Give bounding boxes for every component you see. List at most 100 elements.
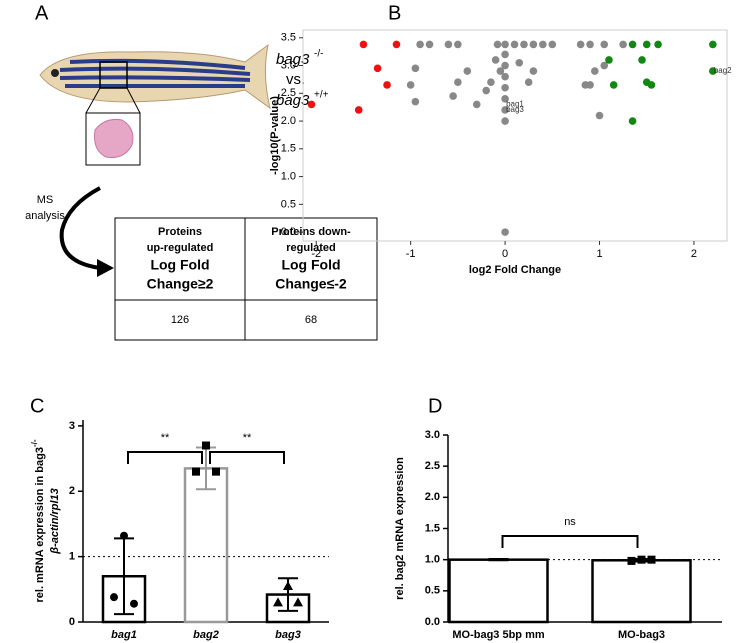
y-axis-label: -log10(P-value) xyxy=(269,96,281,175)
table-cell: 126 xyxy=(171,314,189,326)
point xyxy=(586,81,594,89)
genotype: bag3 xyxy=(276,92,310,109)
table-cell: 68 xyxy=(305,314,317,326)
point xyxy=(510,40,519,49)
y-tick-label: 2.5 xyxy=(425,460,440,472)
data-point xyxy=(110,593,118,602)
y-tick-label: 0.5 xyxy=(281,198,296,210)
point xyxy=(638,56,646,64)
point xyxy=(392,40,401,49)
panel-label: D xyxy=(428,395,442,417)
point xyxy=(425,40,434,49)
data-point xyxy=(283,581,293,591)
y-tick-label: 1.0 xyxy=(425,554,440,566)
point xyxy=(590,67,599,75)
bar xyxy=(591,559,692,624)
point xyxy=(307,100,316,109)
data-point xyxy=(130,599,138,608)
bar xyxy=(448,558,549,624)
y-tick-label: 3 xyxy=(69,420,75,432)
significance-bracket xyxy=(501,535,639,548)
point xyxy=(605,56,613,64)
y-tick-label: 0.0 xyxy=(425,616,440,628)
point xyxy=(501,83,509,92)
y-tick-label: 0 xyxy=(69,616,75,628)
y-axis-label: rel. mRNA expression in bag3-/- xyxy=(30,439,46,602)
y-axis-label-sup: -/- xyxy=(30,439,39,447)
point xyxy=(600,61,609,70)
y-tick-label: 2.0 xyxy=(425,491,440,503)
point xyxy=(501,40,509,49)
data-point xyxy=(202,441,210,450)
significance-bracket xyxy=(127,451,203,464)
data-point xyxy=(293,597,303,607)
point xyxy=(642,40,651,49)
y-tick-label: 1.0 xyxy=(281,170,296,182)
ms-label: MS xyxy=(37,194,54,206)
point xyxy=(373,64,382,73)
genotype-sup: -/- xyxy=(314,49,323,60)
point xyxy=(406,81,415,89)
point xyxy=(619,40,627,49)
y-tick-label: 0.5 xyxy=(425,585,440,597)
y-tick-label: 0.0 xyxy=(281,226,296,238)
data-point xyxy=(627,556,636,565)
y-tick-label: 2.0 xyxy=(281,115,296,127)
error-bar xyxy=(488,558,509,562)
point xyxy=(444,40,453,49)
data-point xyxy=(647,555,656,564)
point xyxy=(628,40,637,49)
point xyxy=(383,81,391,89)
point xyxy=(482,86,490,95)
fish xyxy=(39,43,271,277)
annotation: bag1 xyxy=(506,100,524,109)
ms-label: analysis xyxy=(25,210,65,222)
table-header: Log Fold xyxy=(150,257,209,273)
significance-bracket xyxy=(209,451,285,464)
panel-label: A xyxy=(35,2,49,24)
x-tick-label: bag2 xyxy=(193,629,219,641)
point xyxy=(354,106,363,114)
x-tick-label: -1 xyxy=(406,248,416,260)
y-tick-label: 3.0 xyxy=(281,59,296,71)
point xyxy=(501,117,509,125)
annotation: bag3 xyxy=(506,105,524,114)
point xyxy=(709,67,717,75)
point xyxy=(600,40,609,49)
point xyxy=(586,40,594,49)
data-point xyxy=(192,467,200,476)
point xyxy=(501,61,509,70)
y-tick-label: 1 xyxy=(69,551,75,563)
point xyxy=(595,111,604,120)
x-axis-label: log2 Fold Change xyxy=(469,264,561,276)
point xyxy=(515,58,524,67)
plot-frame xyxy=(302,29,728,242)
y-tick-label: 3.5 xyxy=(281,32,296,44)
point xyxy=(359,40,368,49)
genotype-sup: +/+ xyxy=(314,90,329,101)
table-header: Proteins down- xyxy=(271,226,351,238)
vs-text: vs. xyxy=(286,71,305,88)
y-tick-label: 2.5 xyxy=(281,87,296,99)
x-tick-label: bag3 xyxy=(275,629,301,641)
point xyxy=(501,50,509,59)
point xyxy=(491,56,500,64)
y-axis-label-part: rel. mRNA expression in bag3 xyxy=(34,447,46,602)
significance-label: ** xyxy=(243,432,252,444)
panel-label: C xyxy=(30,395,44,417)
table-header: Proteins xyxy=(158,226,202,238)
table-header: regulated xyxy=(286,242,336,254)
point xyxy=(472,100,481,109)
point xyxy=(493,40,502,49)
y-axis-label-part: rel. bag2 mRNA expression xyxy=(394,457,406,600)
point xyxy=(501,106,509,114)
point xyxy=(609,81,618,89)
point xyxy=(548,40,557,49)
point xyxy=(416,40,424,49)
point xyxy=(411,64,420,73)
bar xyxy=(183,467,229,624)
x-tick-label: MO-bag3 xyxy=(618,629,665,641)
data-point xyxy=(637,555,646,564)
point xyxy=(449,92,457,100)
